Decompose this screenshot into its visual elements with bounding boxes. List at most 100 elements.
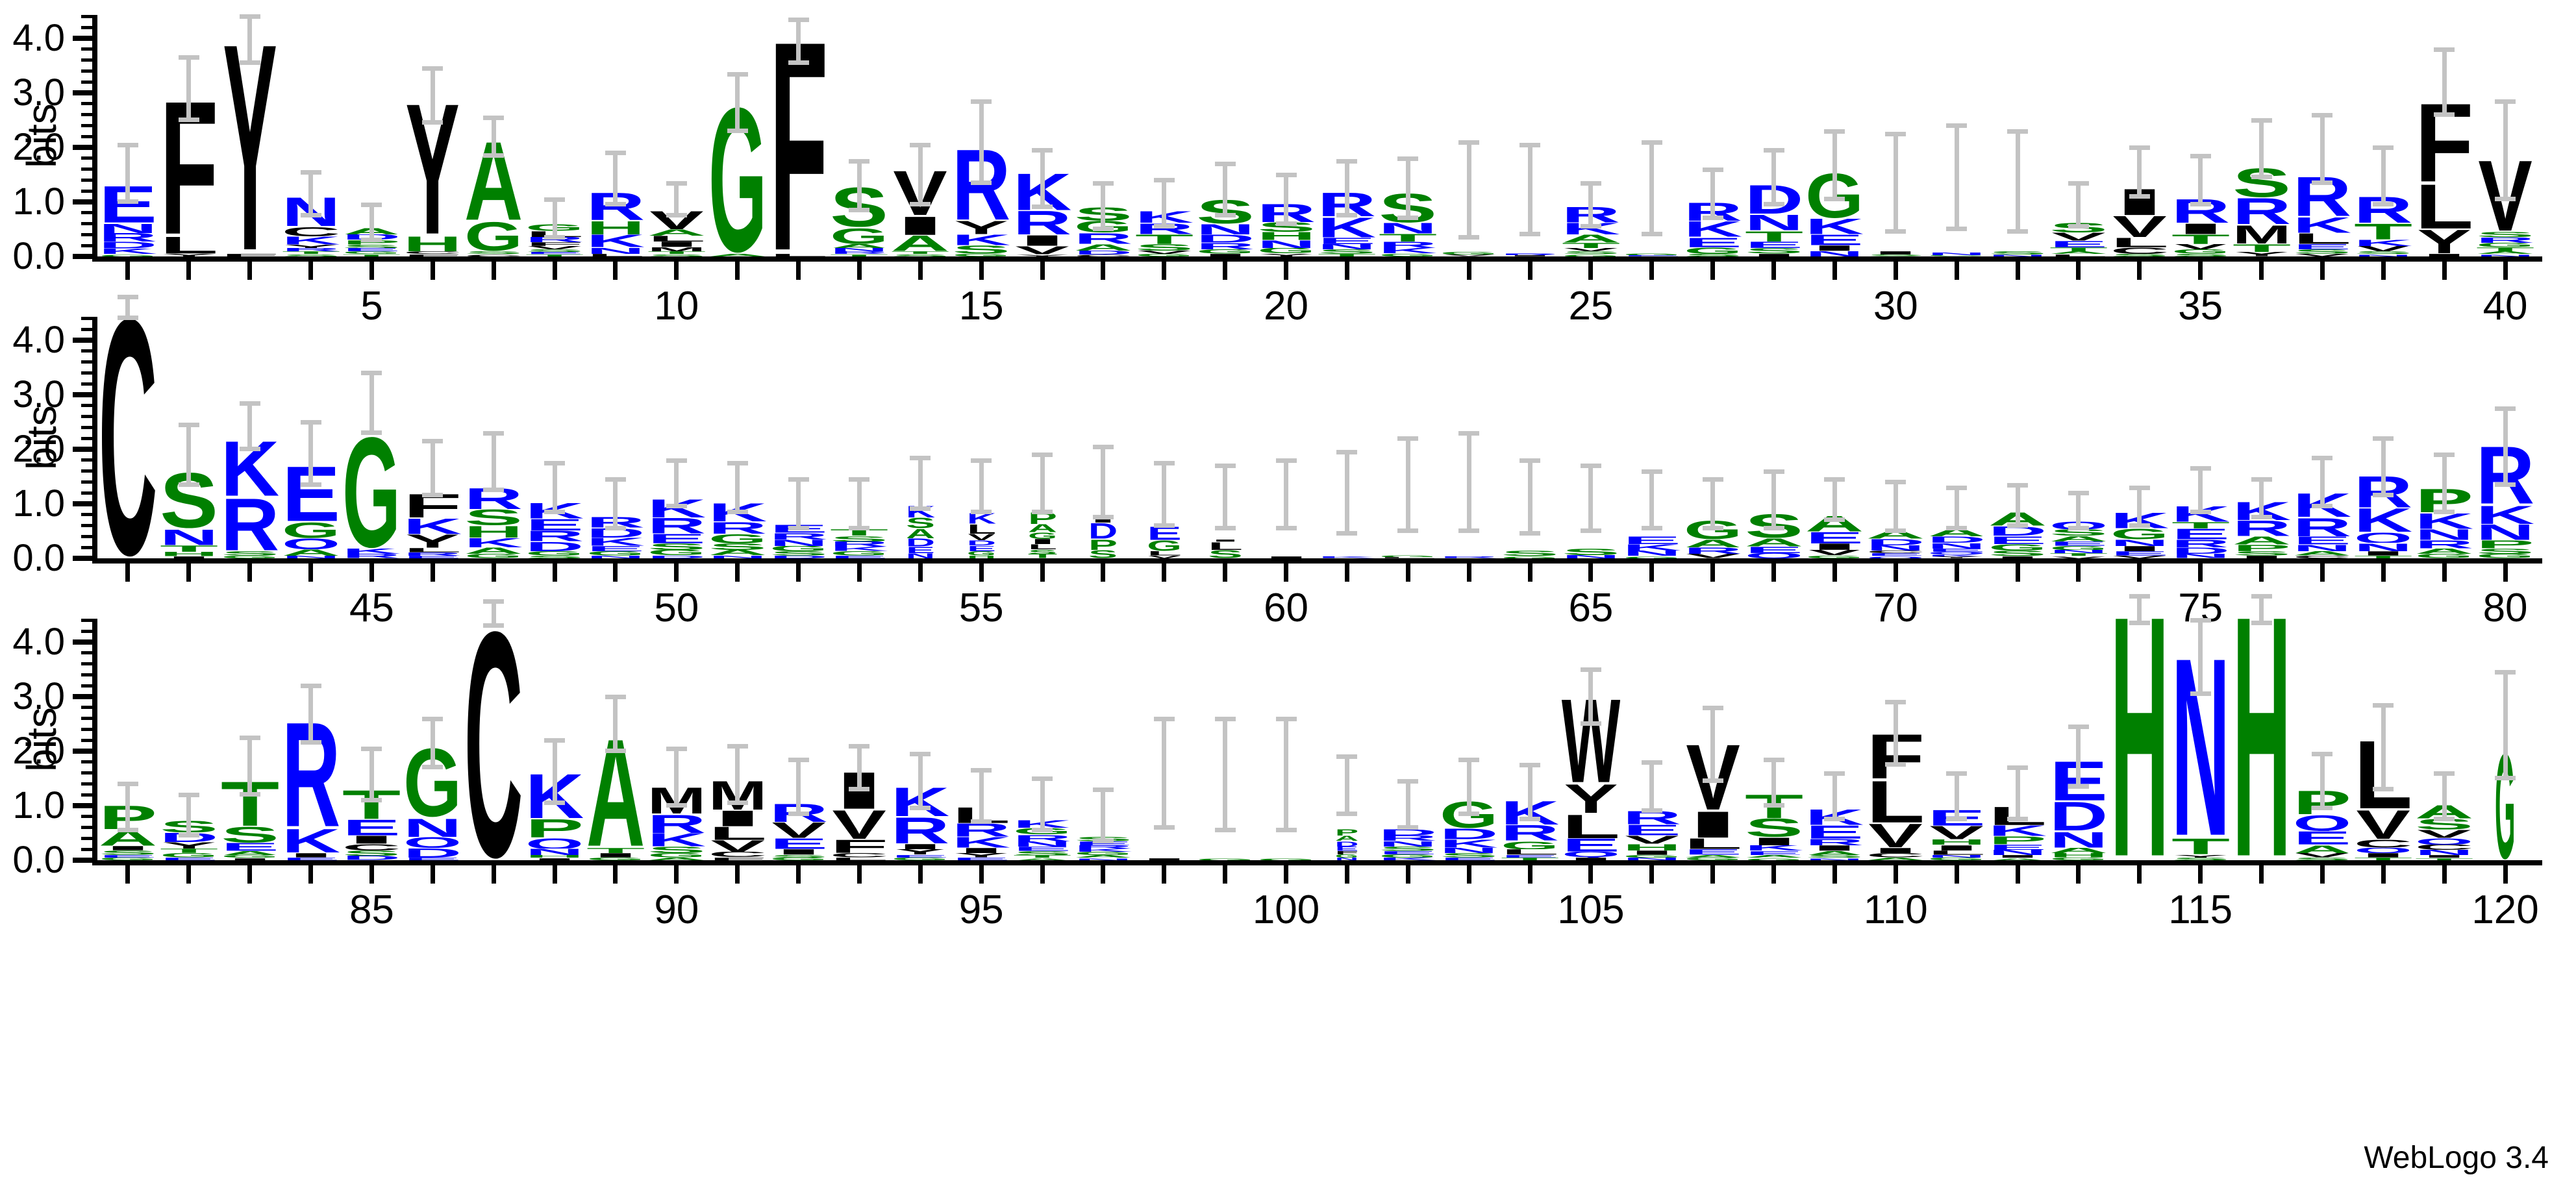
logo-letter-T: T xyxy=(2354,223,2412,240)
logo-letter-G: G xyxy=(2415,554,2473,558)
error-bar-line xyxy=(2320,457,2325,507)
logo-letter-P: P xyxy=(1088,539,1118,551)
svg-text:D: D xyxy=(1866,539,1925,545)
y-minor-tick xyxy=(81,211,92,215)
error-bar-line xyxy=(1344,161,1349,216)
error-bar-cap-bottom xyxy=(1641,808,1662,813)
svg-text:E: E xyxy=(343,248,401,251)
svg-text:M: M xyxy=(647,247,706,252)
logo-letter-L: L xyxy=(967,524,996,534)
svg-text:A: A xyxy=(2049,251,2108,254)
svg-text:R: R xyxy=(1379,242,1437,248)
svg-text:A: A xyxy=(1028,524,1057,532)
logo-letter-C: C xyxy=(282,227,340,236)
error-bar-cap-top xyxy=(1397,156,1419,161)
x-position-tick xyxy=(613,865,618,884)
svg-text:E: E xyxy=(525,252,584,254)
x-tick-label: 25 xyxy=(1568,284,1614,328)
svg-text:F: F xyxy=(830,839,888,853)
svg-text:A: A xyxy=(221,851,279,856)
logo-letter-C: C xyxy=(1074,254,1132,256)
svg-text:K: K xyxy=(1927,554,1986,556)
logo-letter-A: A xyxy=(1562,234,1620,243)
logo-letter-I: I xyxy=(1257,556,1316,558)
logo-column: AINEPKL xyxy=(1987,619,2048,860)
svg-text:P: P xyxy=(1028,512,1057,524)
error-bar-line xyxy=(491,432,496,490)
svg-text:G: G xyxy=(1927,858,1986,860)
logo-letter-K: K xyxy=(99,249,157,254)
logo-column: TSNEKR xyxy=(1317,15,1378,256)
error-bar-cap-bottom xyxy=(1885,762,1907,767)
svg-text:S: S xyxy=(1745,818,1803,837)
logo-letter-L: L xyxy=(1927,850,1986,855)
svg-text:E: E xyxy=(1988,845,2047,850)
x-position-tick xyxy=(2076,564,2081,582)
logo-letter-N: N xyxy=(99,223,157,233)
svg-text:N: N xyxy=(1257,240,1316,249)
svg-text:R: R xyxy=(1440,556,1498,558)
svg-text:V: V xyxy=(1869,823,1923,848)
svg-text:K: K xyxy=(1074,849,1132,852)
logo-letter-I: I xyxy=(2354,853,2412,858)
x-position-tick xyxy=(247,865,253,884)
svg-text:E: E xyxy=(1745,851,1803,856)
error-bar-line xyxy=(796,19,801,63)
svg-text:Q: Q xyxy=(2354,532,2412,543)
svg-text:M: M xyxy=(2232,225,2291,243)
logo-letter-F: F xyxy=(830,839,888,853)
x-position-tick xyxy=(2442,564,2447,582)
svg-text:E: E xyxy=(906,547,935,553)
svg-text:I: I xyxy=(2355,853,2412,858)
error-bar-line xyxy=(2137,487,2142,526)
error-bar-cap-bottom xyxy=(300,213,321,217)
x-position-tick xyxy=(1832,865,1837,884)
y-minor-tick xyxy=(81,782,92,786)
logo-letter-N: N xyxy=(1440,848,1498,853)
x-position-tick xyxy=(125,564,131,582)
error-bar-cap-top xyxy=(1946,485,1968,490)
x-position-tick xyxy=(430,564,435,582)
logo-letter-Q: Q xyxy=(525,838,584,849)
logo-letter-K: K xyxy=(1562,223,1620,234)
logo-letter-A: A xyxy=(708,550,767,555)
y-minor-tick xyxy=(81,662,92,666)
logo-column: NGEKDR xyxy=(585,317,646,558)
svg-text:E: E xyxy=(2049,241,2108,247)
logo-letter-R: R xyxy=(525,237,584,242)
svg-text:G: G xyxy=(1745,858,1803,860)
x-position-tick xyxy=(430,865,435,884)
error-bar-cap-bottom xyxy=(2495,196,2516,201)
error-bar-line xyxy=(2137,595,2142,623)
y-minor-tick xyxy=(81,316,92,320)
logo-letter-P: P xyxy=(2232,545,2291,551)
error-bar-line xyxy=(1588,182,1594,227)
logo-letter-S: S xyxy=(2171,858,2230,860)
error-bar-cap-top xyxy=(1580,180,1601,186)
svg-text:Q: Q xyxy=(2294,815,2352,831)
svg-text:V: V xyxy=(1808,550,1862,555)
y-axis xyxy=(92,317,97,564)
logo-letter-Q: Q xyxy=(282,538,340,549)
logo-letter-A: A xyxy=(647,858,706,860)
svg-text:S: S xyxy=(769,855,828,858)
logo-letter-T: T xyxy=(282,251,340,254)
svg-text:R: R xyxy=(2415,540,2473,549)
x-axis xyxy=(92,558,2542,564)
error-bar-cap-top xyxy=(1397,436,1419,441)
svg-text:N: N xyxy=(769,539,828,546)
svg-text:V: V xyxy=(1686,554,1740,558)
logo-letter-R: R xyxy=(1805,839,1864,845)
logo-letter-S: S xyxy=(2293,249,2352,254)
error-bar-cap-bottom xyxy=(666,803,687,808)
error-bar-line xyxy=(2198,620,2203,694)
svg-text:H: H xyxy=(2232,610,2291,860)
error-bar-line xyxy=(2015,484,2020,526)
y-minor-tick xyxy=(81,534,92,538)
logo-column: YGNHSR xyxy=(1256,15,1317,256)
logo-letter-A: A xyxy=(586,736,645,848)
svg-text:H: H xyxy=(967,556,996,558)
svg-text:E: E xyxy=(1806,234,1864,245)
logo-letter-Y: Y xyxy=(891,849,949,854)
